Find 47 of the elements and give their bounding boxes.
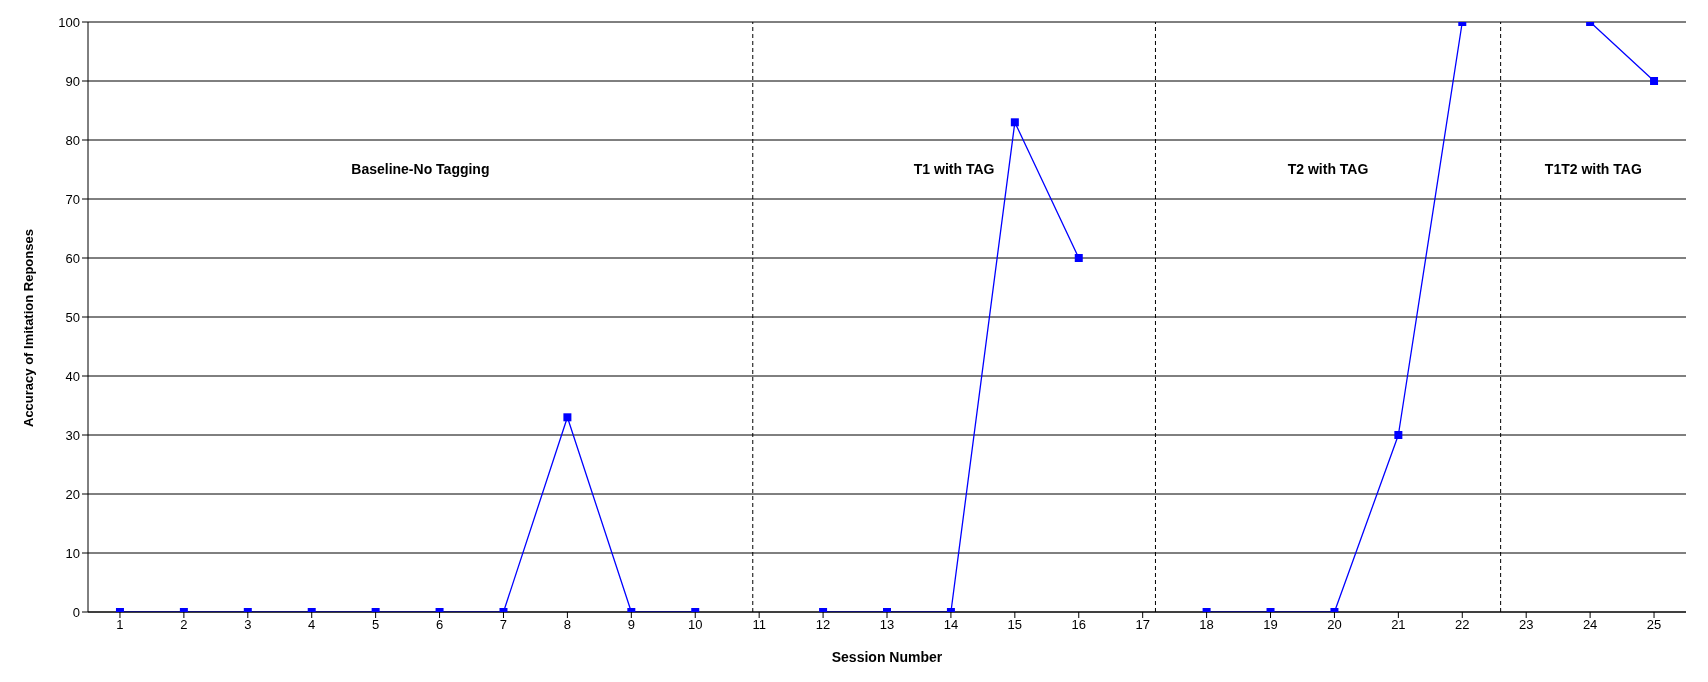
y-tick-label: 70 xyxy=(65,191,80,207)
y-tick-label: 80 xyxy=(65,132,80,148)
y-tick-label: 0 xyxy=(72,604,80,620)
x-tick-label: 1 xyxy=(116,617,124,633)
x-tick-label: 24 xyxy=(1582,617,1598,633)
x-tick-label: 12 xyxy=(815,617,831,633)
annotation: T1T2 with TAG xyxy=(1544,161,1642,178)
x-tick-label: 14 xyxy=(943,617,959,633)
x-tick-label: 22 xyxy=(1455,617,1470,633)
y-tick-label: 100 xyxy=(58,14,80,30)
y-axis-title: Accuracy of Imitation Reponses xyxy=(20,229,36,427)
y-tick-label: 60 xyxy=(65,250,80,266)
x-tick-label: 2 xyxy=(180,617,188,633)
x-tick-label: 21 xyxy=(1391,617,1406,633)
x-tick-label: 3 xyxy=(244,617,252,633)
annotation: Baseline-No Tagging xyxy=(351,161,490,178)
point xyxy=(1650,77,1659,85)
x-tick-label: 9 xyxy=(627,617,635,633)
x-tick-label: 17 xyxy=(1135,617,1150,633)
x-tick-label: 20 xyxy=(1327,617,1342,633)
x-tick-label: 4 xyxy=(308,617,316,633)
x-tick-label: 8 xyxy=(563,617,572,633)
y-tick-label: 90 xyxy=(65,73,80,89)
x-tick-label: 11 xyxy=(752,617,766,633)
x-tick-label: 18 xyxy=(1199,617,1214,633)
x-tick-label: 16 xyxy=(1071,617,1086,633)
x-tick-label: 23 xyxy=(1518,617,1534,633)
x-tick-label: 25 xyxy=(1646,617,1662,633)
y-tick-label: 30 xyxy=(65,427,80,443)
x-axis-title: Session Number xyxy=(831,649,943,665)
x-tick-label: 15 xyxy=(1007,617,1023,633)
x-tick-label: 19 xyxy=(1263,617,1278,633)
point xyxy=(1010,118,1019,127)
annotation: T1 with TAG xyxy=(913,161,995,178)
x-tick-label: 7 xyxy=(499,617,508,633)
x-tick-label: 6 xyxy=(435,617,444,633)
point xyxy=(1394,431,1403,439)
x-tick-label: 13 xyxy=(879,617,895,633)
point xyxy=(1074,254,1083,262)
y-tick-label: 50 xyxy=(65,309,80,325)
y-tick-label: 20 xyxy=(65,486,80,502)
point xyxy=(563,413,572,422)
annotation: T2 with TAG xyxy=(1287,161,1369,178)
x-tick-label: 5 xyxy=(372,617,380,633)
y-tick-label: 40 xyxy=(65,368,80,384)
x-tick-label: 10 xyxy=(688,617,703,633)
y-tick-label: 10 xyxy=(65,545,80,561)
